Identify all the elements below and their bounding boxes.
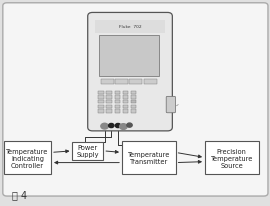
Bar xyxy=(106,101,112,104)
Bar xyxy=(114,105,120,109)
Bar xyxy=(131,110,136,113)
Bar xyxy=(123,105,129,109)
Text: Precision
Temperature
Source: Precision Temperature Source xyxy=(211,148,253,168)
Text: 图 4: 图 4 xyxy=(12,189,27,199)
Bar xyxy=(131,91,136,94)
Bar xyxy=(123,110,129,113)
Bar xyxy=(106,110,112,113)
Bar xyxy=(72,142,103,160)
Bar xyxy=(123,91,129,94)
Bar xyxy=(122,141,176,175)
FancyArrowPatch shape xyxy=(177,105,178,106)
Bar xyxy=(99,35,160,76)
Text: Fluke  702: Fluke 702 xyxy=(119,25,141,29)
Bar xyxy=(114,96,120,99)
Bar xyxy=(129,80,142,85)
Bar xyxy=(99,96,104,99)
Text: Temperature
Transmitter: Temperature Transmitter xyxy=(128,151,170,164)
Bar xyxy=(131,101,136,104)
Bar xyxy=(114,91,120,94)
Bar xyxy=(123,96,129,99)
Circle shape xyxy=(127,123,132,128)
Bar xyxy=(123,101,129,104)
Bar xyxy=(205,141,259,175)
Bar xyxy=(95,21,165,33)
Circle shape xyxy=(115,124,121,128)
Circle shape xyxy=(120,124,127,130)
Circle shape xyxy=(109,124,114,128)
Bar xyxy=(4,141,51,175)
Text: Power
Supply: Power Supply xyxy=(77,145,99,158)
Bar xyxy=(101,80,114,85)
Bar xyxy=(106,105,112,109)
Bar xyxy=(131,105,136,109)
Bar xyxy=(99,91,104,94)
Bar xyxy=(106,96,112,99)
FancyBboxPatch shape xyxy=(88,13,172,131)
Bar xyxy=(114,101,120,104)
Bar xyxy=(115,80,128,85)
Bar xyxy=(131,96,136,99)
Bar xyxy=(144,80,157,85)
Bar xyxy=(99,105,104,109)
FancyBboxPatch shape xyxy=(3,4,268,196)
FancyBboxPatch shape xyxy=(166,97,176,113)
Circle shape xyxy=(101,124,108,129)
Bar xyxy=(106,91,112,94)
Bar xyxy=(99,110,104,113)
Bar xyxy=(114,110,120,113)
Text: Temperature
Indicating
Controller: Temperature Indicating Controller xyxy=(6,148,49,168)
Bar xyxy=(99,101,104,104)
